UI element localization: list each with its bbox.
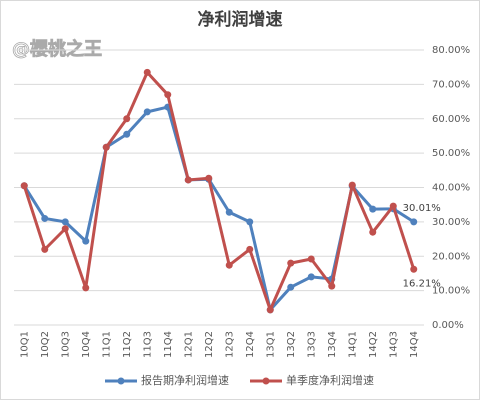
point-marker (184, 176, 192, 184)
point-marker (266, 306, 274, 314)
point-marker (307, 273, 315, 281)
point-marker (61, 218, 69, 226)
point-marker (410, 218, 418, 226)
x-tick-label: 12Q2 (204, 331, 215, 358)
point-marker (41, 214, 49, 222)
point-marker (307, 255, 315, 263)
x-tick-label: 10Q1 (19, 331, 30, 358)
y-tick-label: 20.00% (432, 251, 470, 262)
point-marker (369, 228, 377, 236)
y-tick-label: 60.00% (432, 114, 470, 125)
point-marker (143, 68, 151, 76)
x-tick-label: 14Q4 (409, 331, 420, 358)
point-marker (369, 205, 377, 213)
x-tick-label: 11Q4 (163, 331, 174, 358)
chart-title: 净利润增速 (198, 9, 283, 30)
x-tick-label: 13Q1 (265, 331, 276, 358)
x-tick-label: 13Q3 (306, 331, 317, 358)
point-marker (41, 245, 49, 253)
y-tick-label: 0.00% (432, 320, 464, 331)
point-marker (328, 282, 336, 290)
point-marker (61, 225, 69, 233)
x-tick-label: 11Q3 (142, 331, 153, 358)
point-marker (205, 174, 213, 182)
point-marker (348, 181, 356, 189)
point-marker (246, 245, 254, 253)
y-tick-label: 70.00% (432, 79, 470, 90)
legend-marker (117, 377, 125, 385)
point-marker (102, 143, 110, 151)
legend-label: 报告期净利润增速 (141, 373, 229, 387)
point-marker (82, 284, 90, 292)
point-marker (410, 265, 418, 273)
x-tick-label: 14Q2 (368, 331, 379, 358)
x-tick-label: 10Q3 (60, 331, 71, 358)
point-marker (225, 261, 233, 269)
point-marker (143, 108, 151, 116)
legend-marker (262, 377, 270, 385)
data-label: 30.01% (403, 203, 441, 214)
point-marker (20, 182, 28, 190)
y-tick-label: 50.00% (432, 148, 470, 159)
point-marker (389, 202, 397, 210)
point-marker (82, 237, 90, 245)
x-tick-label: 14Q1 (347, 331, 358, 358)
x-tick-label: 13Q4 (327, 331, 338, 358)
y-tick-label: 80.00% (432, 45, 470, 56)
x-tick-label: 11Q2 (122, 331, 133, 358)
watermark: @樱桃之王 (12, 38, 102, 60)
legend-label: 单季度净利润增速 (286, 373, 374, 387)
point-marker (225, 208, 233, 216)
x-tick-label: 12Q4 (245, 331, 256, 358)
y-tick-label: 10.00% (432, 286, 470, 297)
x-tick-label: 13Q2 (286, 331, 297, 358)
point-marker (123, 115, 131, 123)
y-tick-label: 30.00% (432, 217, 470, 228)
series-line (22, 70, 416, 312)
x-tick-label: 12Q3 (224, 331, 235, 358)
point-marker (246, 218, 254, 226)
y-tick-label: 40.00% (432, 183, 470, 194)
point-marker (164, 91, 172, 99)
x-tick-label: 14Q3 (388, 331, 399, 358)
data-label: 16.21% (403, 278, 441, 289)
point-marker (287, 283, 295, 291)
point-marker (123, 130, 131, 138)
x-tick-label: 10Q4 (81, 331, 92, 358)
point-marker (287, 259, 295, 267)
x-tick-label: 11Q1 (101, 331, 112, 358)
x-tick-label: 10Q2 (40, 331, 51, 358)
x-tick-label: 12Q1 (183, 331, 194, 358)
